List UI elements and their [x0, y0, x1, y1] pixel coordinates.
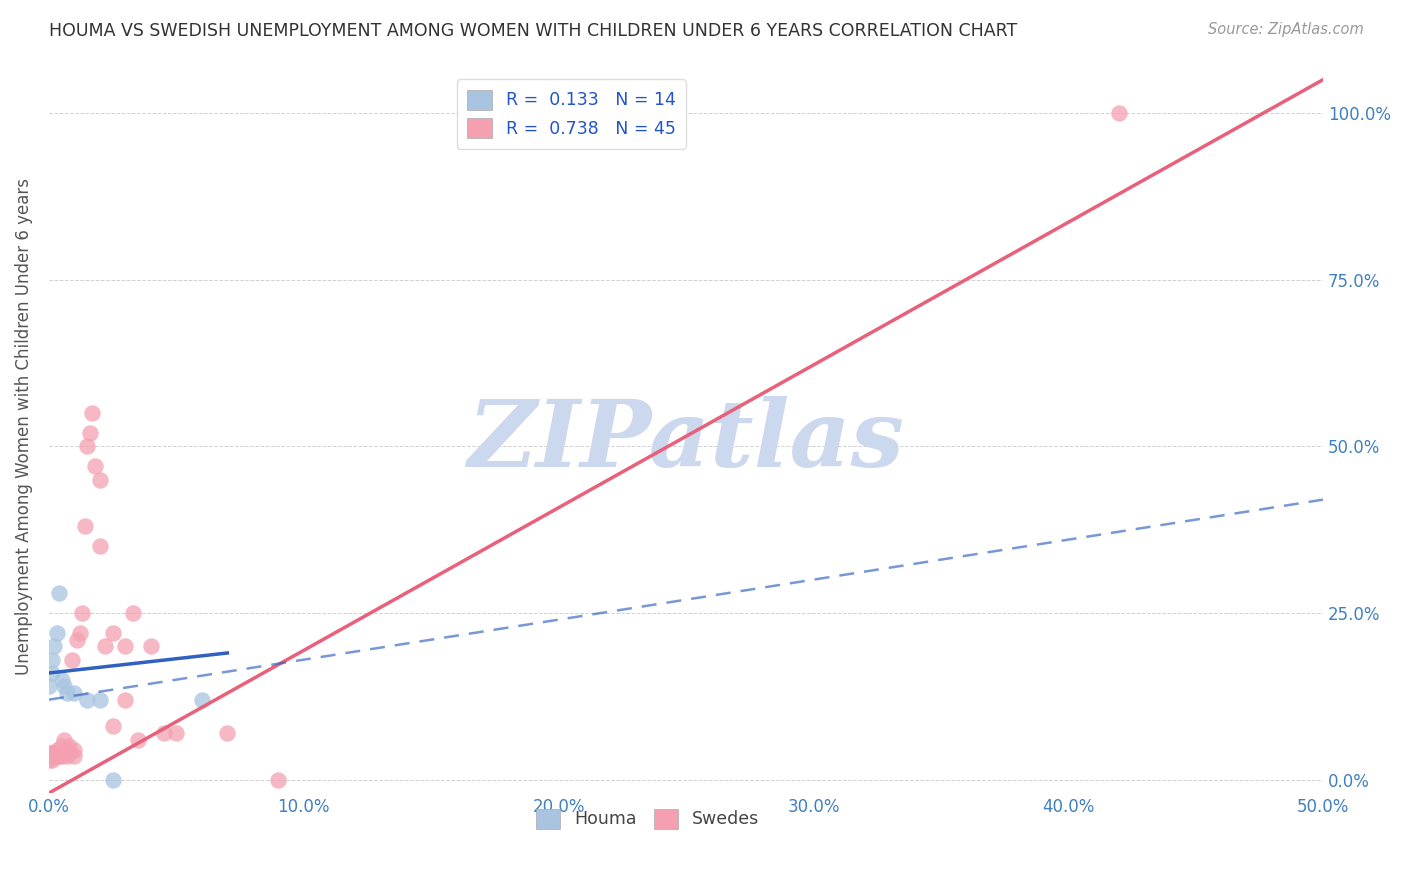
Point [38, 746, 60, 760]
Point [41, 753, 63, 767]
Point [51, 739, 73, 754]
Point [101, 772, 124, 787]
Point [1108, 106, 1130, 120]
Point [70, 606, 93, 620]
Point [82, 406, 104, 420]
Point [45, 626, 67, 640]
Point [51, 746, 73, 760]
Point [56, 742, 79, 756]
Point [51, 749, 73, 764]
Point [114, 692, 136, 706]
Point [51, 673, 73, 687]
Point [191, 692, 214, 706]
Text: Source: ZipAtlas.com: Source: ZipAtlas.com [1208, 22, 1364, 37]
Point [48, 746, 70, 760]
Y-axis label: Unemployment Among Women with Children Under 6 years: Unemployment Among Women with Children U… [15, 178, 32, 675]
Point [217, 726, 239, 740]
Point [76, 692, 98, 706]
Point [127, 732, 149, 747]
Point [48, 749, 70, 764]
Point [89, 473, 111, 487]
Point [58, 746, 80, 760]
Point [42, 746, 65, 760]
Text: ZIPatlas: ZIPatlas [468, 396, 904, 486]
Point [53, 679, 76, 693]
Point [63, 749, 86, 764]
Point [42, 640, 65, 654]
Point [58, 739, 80, 754]
Point [56, 686, 79, 700]
Point [101, 719, 124, 733]
Point [79, 425, 101, 440]
Legend: Houma, Swedes: Houma, Swedes [529, 802, 766, 836]
Point [60, 653, 83, 667]
Point [122, 606, 145, 620]
Point [41, 665, 63, 680]
Point [94, 640, 117, 654]
Point [76, 439, 98, 453]
Point [45, 749, 67, 764]
Point [165, 726, 187, 740]
Point [101, 626, 124, 640]
Point [267, 772, 290, 787]
Point [89, 539, 111, 553]
Point [38, 679, 60, 693]
Point [56, 749, 79, 764]
Point [63, 686, 86, 700]
Point [139, 640, 162, 654]
Text: HOUMA VS SWEDISH UNEMPLOYMENT AMONG WOMEN WITH CHILDREN UNDER 6 YEARS CORRELATIO: HOUMA VS SWEDISH UNEMPLOYMENT AMONG WOME… [49, 22, 1018, 40]
Point [69, 626, 91, 640]
Point [38, 749, 60, 764]
Point [63, 742, 86, 756]
Point [89, 692, 111, 706]
Point [53, 732, 76, 747]
Point [66, 632, 89, 647]
Point [41, 653, 63, 667]
Point [114, 640, 136, 654]
Point [41, 746, 63, 760]
Point [152, 726, 174, 740]
Point [73, 519, 96, 533]
Point [38, 753, 60, 767]
Point [45, 742, 67, 756]
Point [42, 749, 65, 764]
Point [48, 586, 70, 600]
Point [83, 459, 105, 474]
